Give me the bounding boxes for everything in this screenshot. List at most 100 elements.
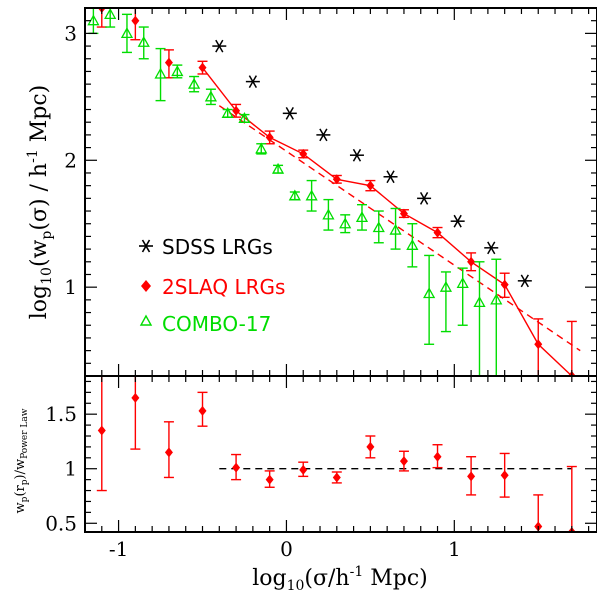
bottom-y-tick-label: 1.5 (45, 402, 77, 426)
combo-17-point (188, 77, 201, 89)
sdss-lrgs-point (517, 274, 532, 288)
legend-marker-diamond (141, 280, 151, 292)
top-y-axis-label: log10(wp(σ) / h-1 Mpc) (25, 85, 55, 320)
sdss-lrgs-point (212, 39, 227, 53)
sdss-lrgs-point-stroke-d2 (285, 106, 294, 120)
combo-17-point (456, 277, 469, 289)
legend-label-combo17: COMBO-17 (162, 312, 271, 336)
bottom-y-tick-label: 1 (64, 457, 77, 481)
bottom-y-axis-label: wp(rp)/wPower Law (13, 408, 30, 513)
combo-17-point (154, 67, 167, 79)
sdss-lrgs-point-stroke-d2 (319, 128, 328, 142)
combo-17-point (355, 211, 369, 223)
legend-label-sdss: SDSS LRGs (162, 235, 273, 259)
combo-17-point (305, 189, 318, 201)
sdss-lrgs-point-stroke-d2 (520, 274, 529, 288)
ratio-point (433, 451, 442, 462)
ratio-point (198, 405, 207, 416)
combo-17-point (322, 208, 335, 220)
combo-17-point (204, 90, 218, 102)
combo-17-point (339, 217, 352, 229)
2slaq-lrgs-point (164, 57, 173, 68)
sdss-lrgs-point (484, 241, 499, 255)
sdss-lrgs-point (450, 214, 465, 228)
sdss-lrgs-point-stroke-d2 (453, 214, 462, 228)
top-y-tick-label: 2 (64, 148, 77, 172)
top-ticks: 1 2 3 (64, 7, 597, 377)
sdss-lrgs-point (316, 128, 331, 142)
top-panel: 1 2 3 SDSS LRGs 2SLAQ LRGs COMBO-17 log10(… (25, 7, 597, 377)
sdss-lrgs-point (245, 75, 260, 88)
bottom-plot-frame (84, 375, 597, 533)
2slaq-lrgs-point (500, 279, 509, 290)
combo-17-point (490, 293, 503, 305)
2slaq-connecting-line (201, 67, 573, 376)
2slaq-lrgs-point (467, 256, 476, 267)
2slaq-lrgs-point (534, 339, 543, 350)
ratio-point (467, 471, 476, 482)
ratio-point (366, 441, 375, 452)
2slaq-lrgs-point (265, 132, 274, 143)
ratio-point (131, 392, 140, 403)
sdss-lrgs-point-stroke-d2 (487, 241, 496, 255)
sdss-lrgs-point (417, 191, 432, 205)
ratio-point (332, 472, 341, 483)
ratio-point (265, 474, 274, 485)
x-axis-label: log10(σ/h-1 Mpc) (252, 564, 428, 594)
combo-17-point (271, 162, 285, 174)
top-data-layer (87, 8, 581, 376)
combo-17-point (372, 221, 385, 233)
power-law-fit-line (218, 105, 581, 352)
2slaq-lrgs-point (198, 62, 207, 73)
sdss-lrgs-point (349, 148, 364, 162)
sdss-lrgs-point (282, 106, 297, 120)
combo-17-point (389, 223, 402, 235)
2slaq-lrgs-point (332, 174, 341, 185)
ratio-point (299, 464, 308, 475)
combo-17-point (137, 35, 150, 47)
2slaq-lrgs-point (366, 180, 375, 191)
legend-label-2slaq: 2SLAQ LRGs (162, 275, 285, 299)
bottom-panel: -1 0 1 0.5 1 1.5 wp(rp)/wPower Law log10(σ/h-… (13, 375, 597, 594)
2slaq-lrgs-point (131, 15, 140, 26)
bottom-data-layer (96, 376, 577, 532)
combo-17-point (221, 106, 234, 118)
bottom-ticks: -1 0 1 0.5 1 1.5 (45, 376, 597, 561)
2slaq-lrgs-point (399, 208, 408, 219)
bottom-clipped-data (96, 376, 577, 532)
sdss-lrgs-point-stroke-d2 (248, 75, 258, 88)
ratio-point (232, 462, 241, 473)
legend: SDSS LRGs 2SLAQ LRGs COMBO-17 (139, 235, 285, 336)
x-tick-label: 0 (280, 537, 293, 561)
combo-17-point (255, 142, 268, 154)
sdss-lrgs-point-stroke-d2 (386, 170, 395, 184)
2slaq-lrgs-point (232, 105, 241, 116)
ratio-point (500, 470, 509, 481)
sdss-lrgs-point-stroke-d2 (419, 191, 429, 205)
combo-17-point (423, 287, 436, 299)
sdss-lrgs-point (383, 170, 398, 184)
ratio-point (164, 447, 173, 458)
combo-17-point (238, 112, 251, 124)
top-y-tick-label: 3 (64, 21, 77, 45)
sdss-lrgs-point-stroke-d2 (352, 148, 362, 162)
legend-item-sdss: SDSS LRGs (139, 235, 273, 259)
legend-item-combo17: COMBO-17 (139, 312, 271, 336)
combo-17-point (104, 8, 117, 19)
top-clipped-data (87, 8, 581, 376)
combo-17-point (171, 65, 184, 77)
combo-17-point (473, 296, 486, 308)
x-tick-label: 1 (448, 537, 461, 561)
legend-marker-asterisk (139, 239, 153, 253)
combo-17-point (406, 238, 419, 250)
legend-marker-triangle (139, 314, 153, 326)
sdss-lrgs-point-stroke-d2 (215, 39, 224, 53)
ratio-point (399, 456, 408, 467)
combo-17-point (439, 280, 453, 292)
combo-17-point (288, 189, 301, 201)
x-tick-label: -1 (109, 537, 128, 561)
top-y-tick-label: 1 (64, 275, 77, 299)
bottom-y-tick-label: 0.5 (45, 511, 77, 535)
2slaq-lrgs-point (299, 148, 308, 159)
